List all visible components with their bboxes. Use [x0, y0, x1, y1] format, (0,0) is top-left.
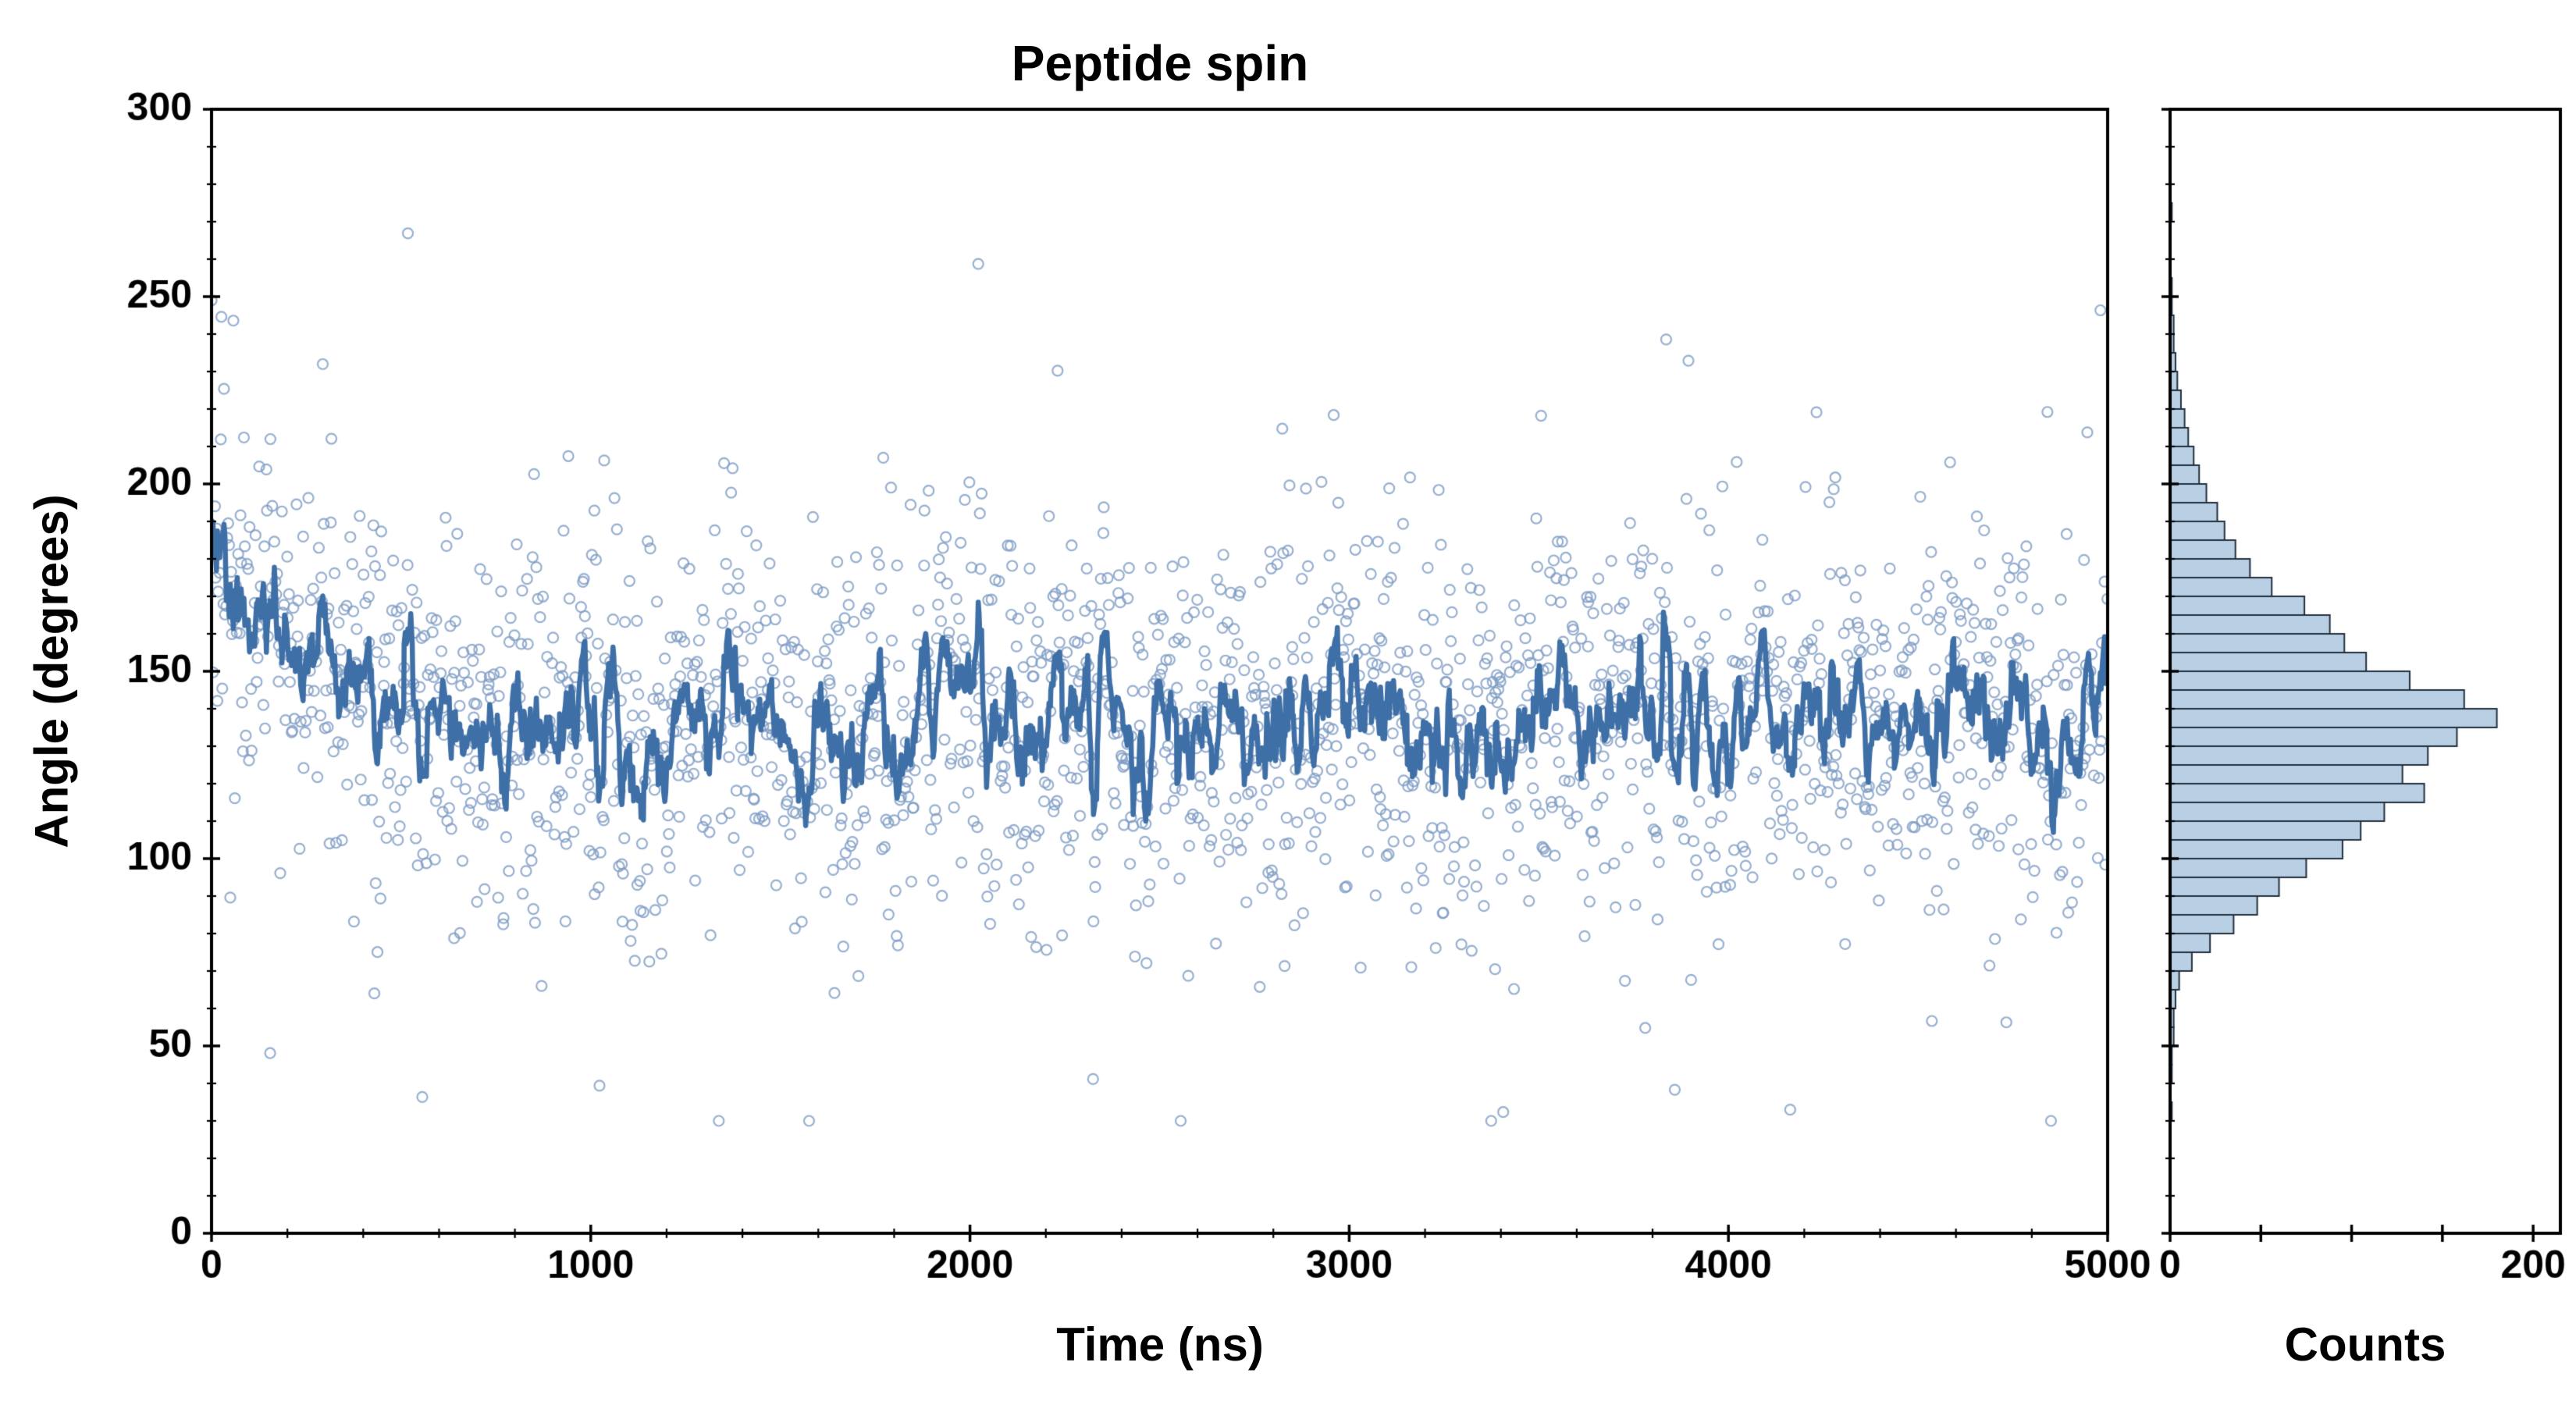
y-axis-label: Angle (degrees) — [25, 494, 78, 848]
chart-title: Peptide spin — [1011, 35, 1309, 91]
x-axis-label: Time (ns) — [1056, 1318, 1264, 1371]
hist-x-axis-label: Counts — [2284, 1318, 2446, 1371]
